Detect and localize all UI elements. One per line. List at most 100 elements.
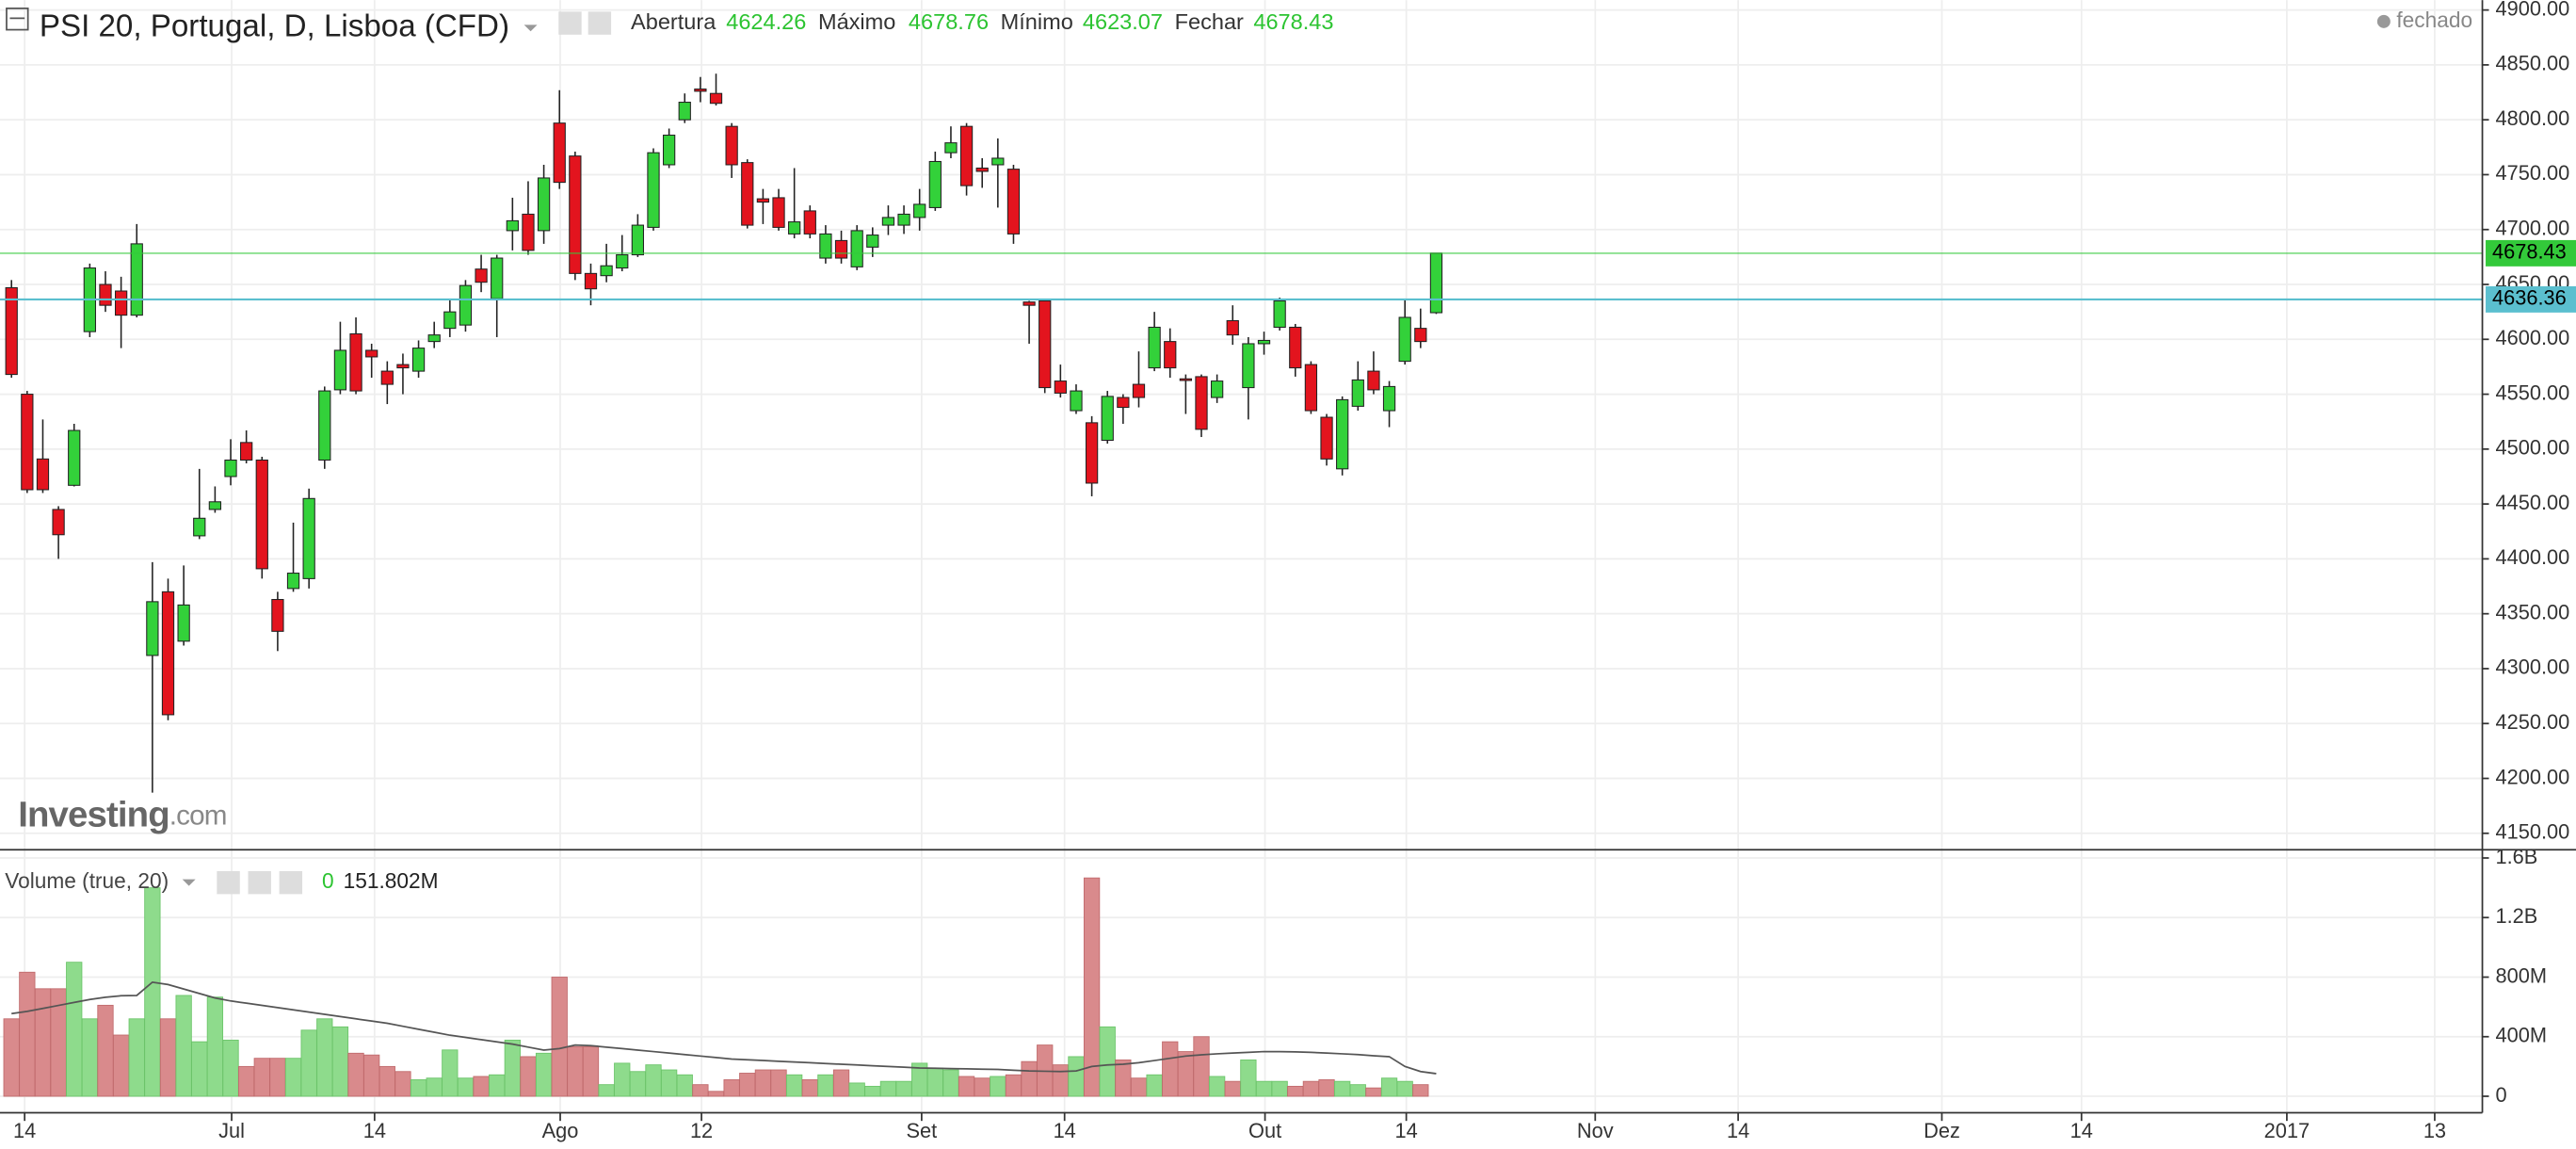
volume-bar	[1380, 1077, 1398, 1097]
y-tick-label: 4600.00	[2496, 326, 2570, 349]
volume-bar	[1162, 1041, 1179, 1097]
candle-body	[1195, 376, 1208, 430]
volume-bar	[1240, 1059, 1257, 1097]
volume-bar	[974, 1077, 990, 1097]
candle-body	[616, 254, 629, 269]
volume-bar	[567, 1045, 584, 1097]
candle-body	[1414, 328, 1427, 343]
volume-bar	[1068, 1056, 1085, 1097]
volume-bar	[410, 1079, 427, 1097]
candle-body	[1429, 252, 1443, 314]
x-tick-label: 14	[2070, 1119, 2093, 1142]
x-tick-label: Out	[1248, 1119, 1281, 1142]
volume-bar	[645, 1064, 662, 1097]
volume-ma-line	[11, 980, 1437, 1075]
x-tick-label: Ago	[542, 1119, 579, 1142]
candle-body	[1179, 378, 1193, 381]
candle-body	[146, 601, 159, 656]
candle-body	[834, 239, 848, 259]
volume-bar	[1255, 1080, 1273, 1097]
candle-body	[427, 334, 441, 343]
candle-body	[897, 213, 910, 226]
volume-bar	[206, 996, 224, 1097]
volume-bar	[1052, 1064, 1069, 1097]
volume-bar	[926, 1067, 943, 1097]
x-tick-label: 14	[13, 1119, 36, 1142]
candle-body	[1382, 385, 1396, 412]
candle-body	[224, 459, 237, 477]
volume-bar	[707, 1091, 725, 1097]
volume-bar	[848, 1082, 865, 1097]
candle-body	[1289, 326, 1302, 369]
volume-bar	[504, 1039, 521, 1097]
volume-bar	[426, 1077, 443, 1097]
volume-bar	[1412, 1084, 1429, 1097]
candle-body	[52, 509, 65, 536]
volume-visibility-button[interactable]	[217, 870, 240, 895]
candle-body	[161, 591, 175, 716]
candle-body	[694, 89, 707, 92]
volume-bar	[1302, 1080, 1320, 1097]
candle-body	[662, 134, 676, 166]
candle-body	[271, 599, 284, 632]
candle-body	[302, 497, 315, 579]
volume-bar	[316, 1018, 333, 1097]
volume-bar	[19, 971, 36, 1097]
y-tick-label: 4350.00	[2496, 600, 2570, 623]
volume-bar	[879, 1080, 897, 1097]
logo: Investing.com	[18, 795, 226, 835]
candle-body	[318, 390, 331, 461]
volume-bar	[832, 1069, 850, 1097]
volume-bar	[1021, 1060, 1038, 1097]
visibility-button[interactable]	[558, 11, 582, 35]
volume-bar	[1224, 1080, 1241, 1097]
candle-body	[975, 167, 989, 172]
low-value: 4623.07	[1083, 9, 1163, 34]
settings-button[interactable]	[588, 11, 612, 35]
candle-body	[177, 604, 190, 642]
candle-body	[600, 265, 613, 277]
market-status: fechado	[2396, 8, 2472, 32]
candle-body	[475, 268, 488, 283]
candle-body	[709, 92, 723, 105]
y-tick-label: 4700.00	[2496, 217, 2570, 240]
candle-body	[68, 429, 81, 486]
open-value: 4624.26	[726, 9, 806, 34]
candle-body	[506, 219, 519, 232]
volume-bar	[1349, 1084, 1366, 1097]
candle-body	[584, 272, 598, 290]
x-tick-label: 12	[690, 1119, 713, 1142]
candle-body	[1148, 326, 1161, 369]
volume-settings-button[interactable]	[248, 870, 271, 895]
volume-bar	[473, 1076, 490, 1097]
x-tick-label: Jul	[218, 1119, 245, 1142]
volume-bar	[817, 1074, 834, 1097]
volume-bar	[629, 1071, 647, 1097]
volume-dropdown[interactable]	[182, 879, 196, 886]
candle-body	[1398, 316, 1411, 363]
volume-bar	[253, 1058, 270, 1097]
menu-icon[interactable]	[6, 8, 29, 31]
title-dropdown[interactable]	[523, 24, 538, 32]
candle-body	[396, 364, 410, 369]
candle-body	[1320, 416, 1333, 460]
volume-bar	[331, 1026, 349, 1097]
y-tick-label: 4450.00	[2496, 491, 2570, 514]
candle-body	[286, 573, 300, 590]
volume-bar	[442, 1049, 459, 1097]
volume-bar	[284, 1058, 302, 1097]
volume-remove-button[interactable]	[279, 870, 303, 895]
candle-body	[130, 243, 143, 316]
candle-body	[1117, 396, 1130, 409]
volume-bar	[1005, 1074, 1022, 1097]
candle-body	[99, 283, 112, 306]
x-tick-label: 14	[1054, 1119, 1076, 1142]
candle-body	[365, 349, 378, 358]
x-tick-label: 14	[1395, 1119, 1418, 1142]
volume-bar	[786, 1074, 803, 1097]
candle-body	[333, 349, 347, 391]
last-price-label: 4678.43	[2492, 240, 2567, 264]
candle-body	[1211, 380, 1224, 398]
volume-bar	[378, 1065, 395, 1097]
